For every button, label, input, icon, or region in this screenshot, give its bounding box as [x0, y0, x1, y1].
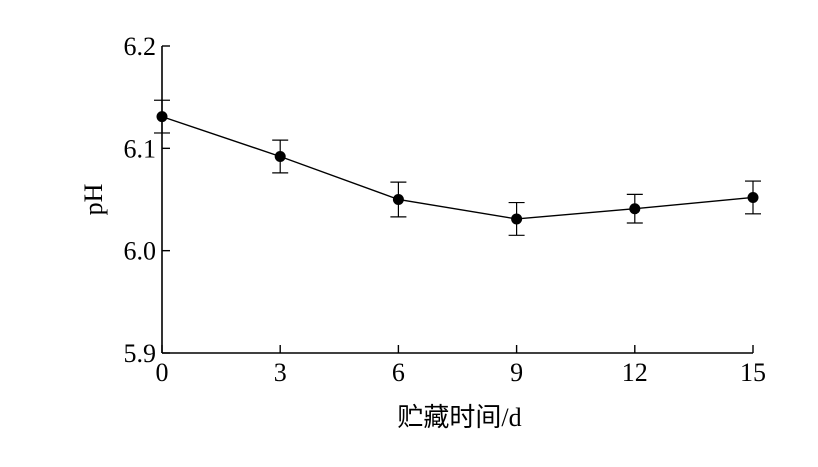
x-tick-label: 15 — [740, 358, 766, 387]
x-tick-label: 6 — [392, 358, 405, 387]
y-tick-label: 6.1 — [124, 134, 157, 163]
data-point — [629, 203, 641, 215]
x-ticks: 0 3 6 9 12 15 — [156, 345, 766, 387]
data-point — [274, 151, 286, 163]
x-tick-label: 3 — [274, 358, 287, 387]
y-tick-label: 5.9 — [124, 339, 157, 368]
y-axis-title: pH — [79, 183, 108, 215]
data-point — [392, 194, 404, 205]
x-axis-title: 贮藏时间/d — [397, 403, 521, 432]
x-tick-label: 9 — [510, 358, 523, 387]
data-point — [156, 111, 168, 123]
x-tick-label: 12 — [622, 358, 648, 387]
data-point — [511, 213, 523, 225]
y-ticks: 5.9 6.0 6.1 6.2 — [124, 32, 170, 368]
data-point — [747, 191, 759, 203]
axes — [161, 46, 753, 354]
y-tick-label: 6.2 — [124, 32, 157, 61]
plot-area — [154, 99, 761, 236]
x-tick-label: 0 — [156, 358, 169, 387]
y-tick-label: 6.0 — [124, 237, 157, 266]
series-line — [161, 115, 754, 220]
